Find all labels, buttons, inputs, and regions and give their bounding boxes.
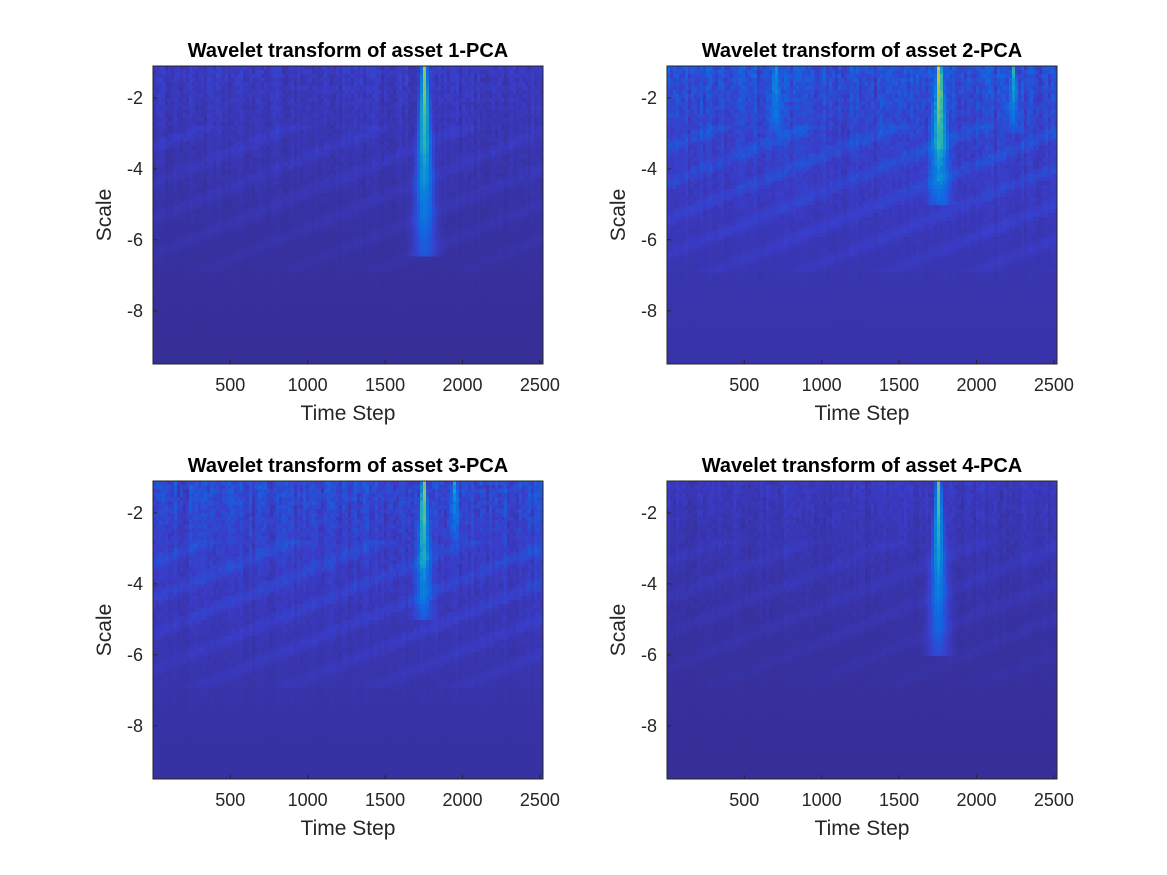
y-tick-label: -8	[127, 716, 143, 736]
y-tick-label: -4	[641, 159, 657, 179]
x-tick-label: 2500	[1034, 790, 1074, 810]
x-tick-label: 1500	[365, 790, 405, 810]
heatmap-cells	[153, 481, 544, 780]
axes-frame	[152, 65, 544, 365]
x-axis-label: Time Step	[815, 817, 910, 840]
x-tick-label: 2000	[442, 375, 482, 395]
chart-title: Wavelet transform of asset 4-PCA	[702, 455, 1022, 477]
x-tick-label: 1000	[802, 375, 842, 395]
chart-title: Wavelet transform of asset 1-PCA	[188, 40, 508, 62]
x-tick-label: 1000	[288, 790, 328, 810]
subplot-4: Wavelet transform of asset 4-PCA 500 1000 1…	[607, 455, 1074, 840]
y-tick-label: -2	[641, 88, 657, 108]
subplot-2: Wavelet transform of asset 2-PCA 500 1000 1…	[607, 40, 1074, 425]
x-tick-label: 1500	[365, 375, 405, 395]
y-axis-label: Scale	[607, 604, 630, 657]
x-tick-label: 2500	[520, 790, 560, 810]
x-tick-label: 500	[729, 375, 759, 395]
y-tick-label: -8	[641, 301, 657, 321]
x-tick-label: 500	[215, 790, 245, 810]
subplot-3: Wavelet transform of asset 3-PCA 500 1000 1…	[93, 455, 560, 840]
x-tick-label: 500	[729, 790, 759, 810]
heatmap-cells	[153, 66, 544, 365]
axes-frame	[152, 480, 544, 780]
x-tick-label: 1500	[879, 790, 919, 810]
axes-frame	[666, 480, 1058, 780]
x-axis-label: Time Step	[301, 817, 396, 840]
chart-title: Wavelet transform of asset 2-PCA	[702, 40, 1022, 62]
y-tick-label: -2	[127, 503, 143, 523]
y-axis-label: Scale	[93, 604, 116, 657]
y-tick-label: -2	[641, 503, 657, 523]
y-tick-label: -6	[641, 230, 657, 250]
y-tick-label: -8	[641, 716, 657, 736]
y-tick-label: -2	[127, 88, 143, 108]
chart-title: Wavelet transform of asset 3-PCA	[188, 455, 508, 477]
x-tick-label: 500	[215, 375, 245, 395]
x-tick-label: 1000	[802, 790, 842, 810]
x-tick-label: 1000	[288, 375, 328, 395]
x-tick-label: 2500	[520, 375, 560, 395]
x-axis-label: Time Step	[301, 402, 396, 425]
x-tick-label: 2000	[442, 790, 482, 810]
y-tick-label: -4	[127, 159, 143, 179]
heatmap-cells	[667, 481, 1058, 780]
y-tick-label: -6	[127, 645, 143, 665]
y-tick-label: -4	[127, 574, 143, 594]
y-tick-label: -6	[127, 230, 143, 250]
y-tick-label: -8	[127, 301, 143, 321]
y-axis-label: Scale	[93, 189, 116, 242]
x-tick-label: 2000	[956, 375, 996, 395]
y-tick-label: -4	[641, 574, 657, 594]
x-tick-label: 1500	[879, 375, 919, 395]
axes-frame	[666, 65, 1058, 365]
heatmap-cells	[667, 66, 1058, 365]
y-tick-label: -6	[641, 645, 657, 665]
x-tick-label: 2500	[1034, 375, 1074, 395]
y-axis-label: Scale	[607, 189, 630, 242]
subplot-1: Wavelet transform of asset 1-PCA 500 1000 1…	[93, 40, 560, 425]
x-axis-label: Time Step	[815, 402, 910, 425]
x-tick-label: 2000	[956, 790, 996, 810]
